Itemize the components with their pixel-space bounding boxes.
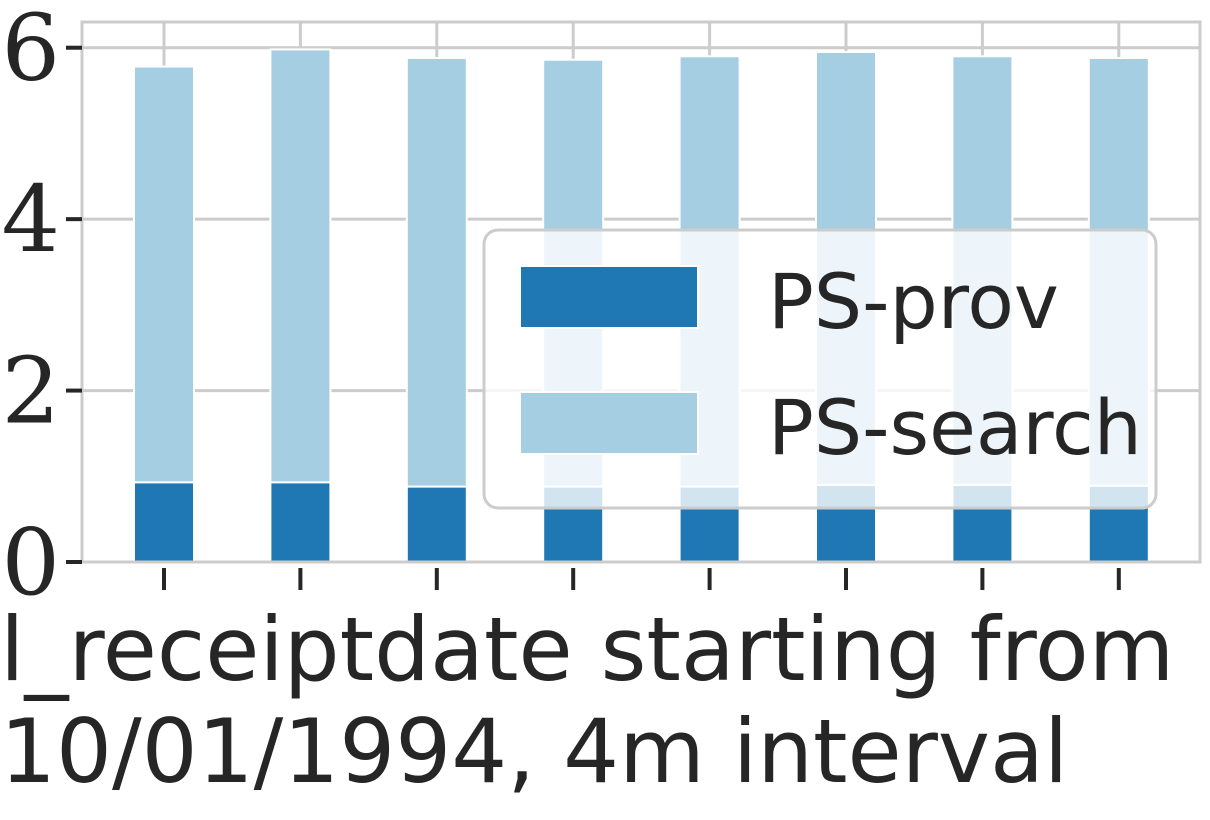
x-axis-label-line-2: 10/01/1994, 4m interval [0,700,1068,803]
bar-ps-search [133,65,195,484]
y-axis: 0 2 4 6 [1,0,82,616]
y-tick-label: 6 [1,0,60,102]
x-axis [162,568,1121,590]
legend: PS-prov PS-search [482,228,1158,510]
plot-frame [80,20,1202,564]
bar-ps-prov [133,481,195,563]
legend-label-ps-prov: PS-prov [768,257,1059,346]
bar-ps-search [405,57,468,488]
legend-swatch-ps-prov [519,265,699,329]
y-tick-label: 4 [1,166,60,273]
y-tick-label: 0 [1,509,60,616]
bar-ps-prov [405,485,468,564]
legend-swatch-ps-search [519,391,699,455]
bar-ps-search [269,48,332,484]
y-tick-label: 2 [1,338,60,445]
x-axis-label-line-1: l_receiptdate starting from [0,598,1174,701]
bar-ps-prov [269,481,332,563]
legend-label-ps-search: PS-search [768,383,1142,472]
